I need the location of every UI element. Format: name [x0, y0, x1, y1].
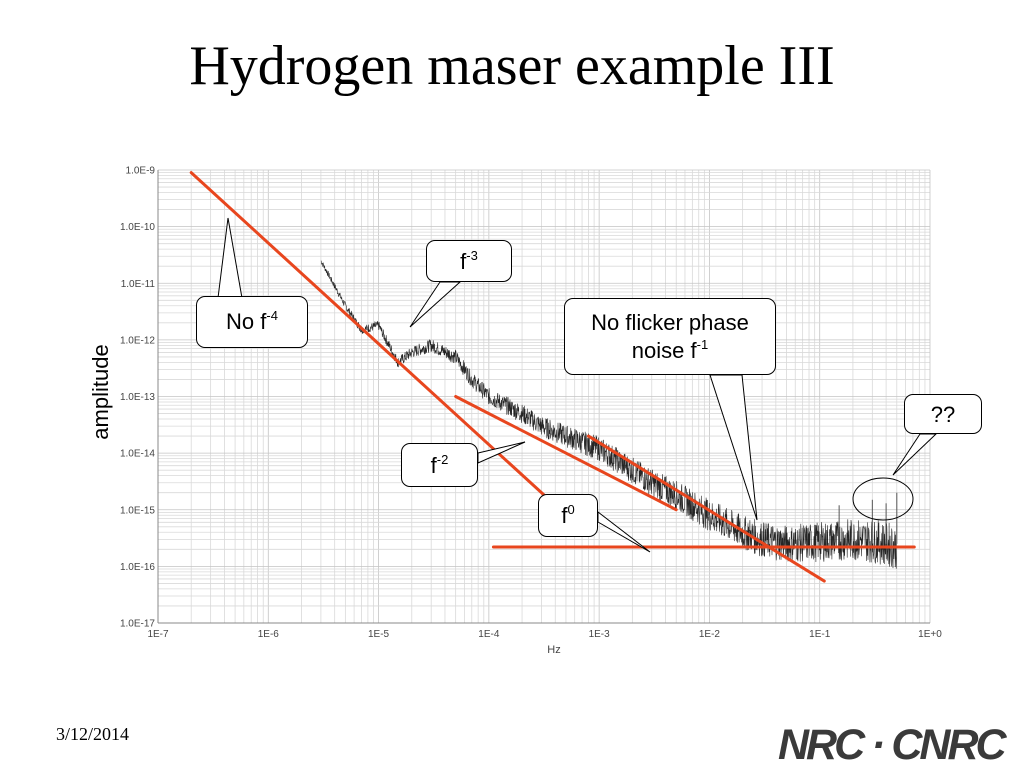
- callout-pointers: [217, 217, 938, 553]
- y-tick-label: 1.0E-17: [120, 619, 155, 630]
- callout-no-flicker-line1: No flicker phase: [591, 310, 749, 335]
- fit-line: [586, 434, 826, 583]
- fit-line: [454, 395, 678, 512]
- callout-no-f4-exp: -4: [266, 308, 278, 323]
- x-tick-label: 1E-2: [699, 629, 721, 640]
- x-tick-label: 1E+0: [918, 629, 942, 640]
- chart-data-layer: [320, 260, 898, 569]
- y-tick-label: 1.0E-14: [120, 449, 155, 460]
- pointer-question: [892, 433, 938, 476]
- callout-f0: f0: [538, 494, 598, 537]
- pointer-no-flicker: [709, 374, 758, 521]
- x-tick-label: 1E-1: [809, 629, 831, 640]
- x-axis-label: Hz: [547, 644, 560, 656]
- x-tick-label: 1E-7: [147, 629, 169, 640]
- y-tick-label: 1.0E-15: [120, 505, 155, 516]
- callout-no-f4: No f-4: [196, 296, 308, 348]
- y-tick-label: 1.0E-16: [120, 562, 155, 573]
- callout-question-text: ??: [930, 402, 956, 427]
- callout-f2-exp: -2: [436, 452, 449, 467]
- callout-f3-exp: -3: [466, 248, 478, 263]
- callout-f2: f-2: [401, 443, 478, 487]
- callout-f3: f-3: [426, 240, 512, 282]
- y-tick-label: 1.0E-11: [121, 279, 156, 290]
- callout-f3-text: f: [460, 249, 467, 274]
- x-tick-label: 1E-6: [258, 629, 280, 640]
- x-tick-label: 1E-4: [478, 629, 500, 640]
- x-tick-label: 1E-5: [368, 629, 390, 640]
- y-tick-label: 1.0E-12: [120, 335, 155, 346]
- x-tick-label: 1E-3: [589, 629, 611, 640]
- callout-no-flicker-exp: -1: [696, 337, 709, 352]
- y-axis-label: amplitude: [88, 344, 113, 439]
- callout-f0-text: f: [561, 503, 568, 528]
- callout-no-flicker: No flicker phase noise f-1: [564, 298, 776, 375]
- callout-no-f4-text: No f: [226, 309, 267, 334]
- pointer-no-f4: [217, 217, 243, 299]
- callout-f0-exp: 0: [567, 502, 575, 517]
- pointer-f0: [597, 510, 651, 553]
- spur-highlight-ellipse: [852, 477, 914, 521]
- callout-f2-text: f: [430, 453, 437, 478]
- chart-grid: [157, 169, 931, 624]
- spectrum-trace: [320, 260, 898, 569]
- chart-axes: 1E-7 1E-6 1E-5 1E-4 1E-3 1E-2 1E-1 1E+0 1.0E-9 1.…: [88, 166, 942, 657]
- callout-question: ??: [904, 394, 982, 434]
- y-tick-label: 1.0E-9: [126, 166, 156, 177]
- nrc-cnrc-logo: NRC · CNRC: [778, 721, 1007, 769]
- y-tick-label: 1.0E-10: [120, 222, 155, 233]
- footer-date: 3/12/2014: [56, 724, 130, 744]
- pointer-f2: [477, 441, 526, 464]
- callout-no-flicker-line2: noise f-1: [565, 337, 775, 368]
- pointer-f3: [409, 281, 462, 328]
- callout-no-flicker-text: noise f: [631, 338, 697, 363]
- slide-title: Hydrogen maser example III: [189, 35, 835, 97]
- y-tick-label: 1.0E-13: [120, 392, 155, 403]
